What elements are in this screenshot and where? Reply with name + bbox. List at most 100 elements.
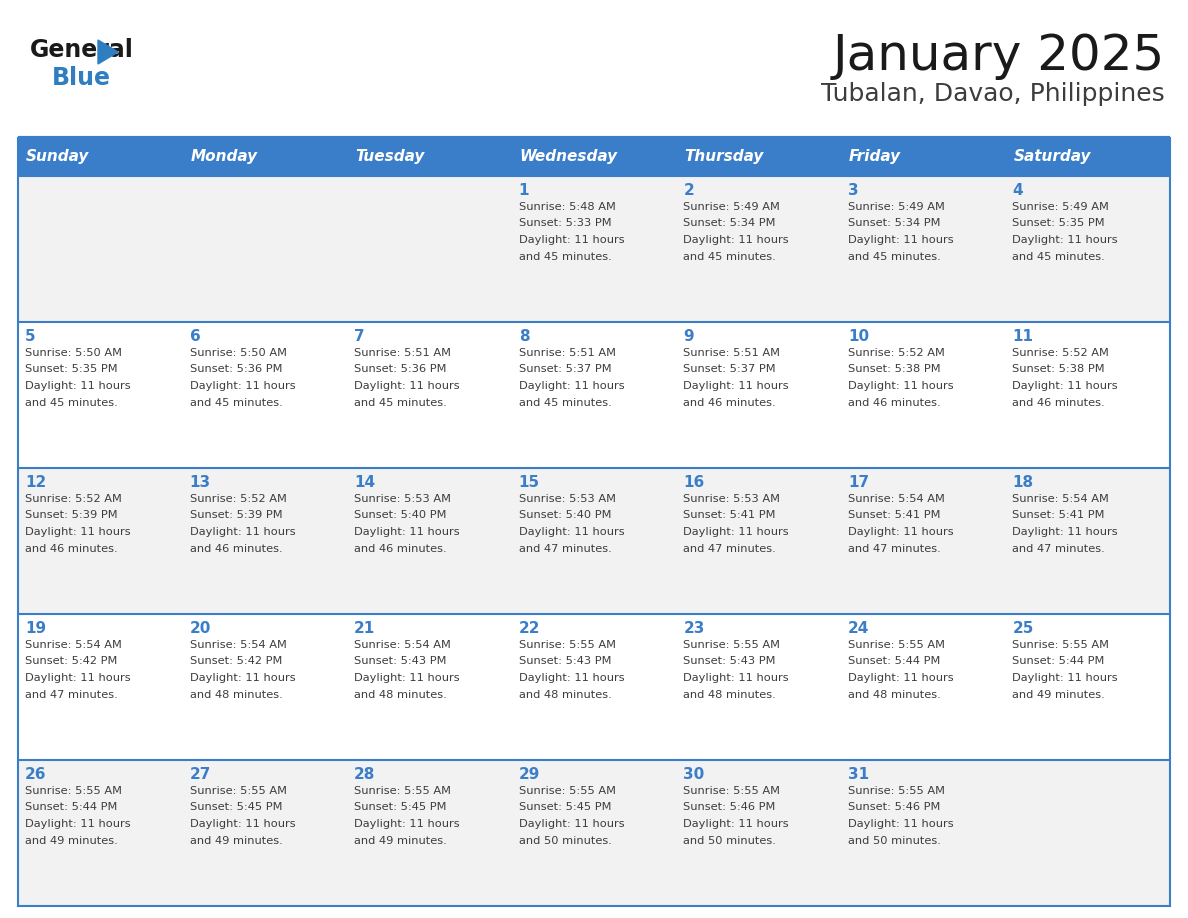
- Text: Sunrise: 5:50 AM: Sunrise: 5:50 AM: [25, 348, 122, 358]
- Text: 16: 16: [683, 475, 704, 490]
- Text: and 49 minutes.: and 49 minutes.: [190, 835, 283, 845]
- Text: Daylight: 11 hours: Daylight: 11 hours: [25, 527, 131, 537]
- Text: 1: 1: [519, 183, 529, 198]
- Text: and 47 minutes.: and 47 minutes.: [519, 543, 612, 554]
- Text: and 45 minutes.: and 45 minutes.: [1012, 252, 1105, 262]
- Text: 12: 12: [25, 475, 46, 490]
- Text: and 48 minutes.: and 48 minutes.: [683, 689, 776, 700]
- Text: Sunrise: 5:53 AM: Sunrise: 5:53 AM: [683, 494, 781, 504]
- Text: Sunset: 5:35 PM: Sunset: 5:35 PM: [1012, 218, 1105, 229]
- Text: 13: 13: [190, 475, 210, 490]
- Text: Daylight: 11 hours: Daylight: 11 hours: [190, 381, 295, 391]
- Text: 19: 19: [25, 621, 46, 636]
- Text: 30: 30: [683, 767, 704, 782]
- Text: January 2025: January 2025: [833, 32, 1165, 80]
- Bar: [18, 322, 1170, 468]
- Text: Sunset: 5:43 PM: Sunset: 5:43 PM: [354, 656, 447, 666]
- Text: and 47 minutes.: and 47 minutes.: [1012, 543, 1105, 554]
- Text: Sunrise: 5:52 AM: Sunrise: 5:52 AM: [190, 494, 286, 504]
- Bar: [18, 176, 1170, 322]
- Text: Sunset: 5:40 PM: Sunset: 5:40 PM: [519, 510, 611, 521]
- Text: 14: 14: [354, 475, 375, 490]
- Text: Daylight: 11 hours: Daylight: 11 hours: [519, 819, 625, 829]
- Text: and 45 minutes.: and 45 minutes.: [190, 397, 283, 408]
- Text: Sunset: 5:43 PM: Sunset: 5:43 PM: [683, 656, 776, 666]
- Text: Sunset: 5:44 PM: Sunset: 5:44 PM: [1012, 656, 1105, 666]
- Text: 17: 17: [848, 475, 868, 490]
- Text: Sunset: 5:37 PM: Sunset: 5:37 PM: [683, 364, 776, 375]
- Text: Daylight: 11 hours: Daylight: 11 hours: [683, 819, 789, 829]
- Text: Sunset: 5:36 PM: Sunset: 5:36 PM: [354, 364, 447, 375]
- Text: and 50 minutes.: and 50 minutes.: [848, 835, 941, 845]
- Text: Sunrise: 5:49 AM: Sunrise: 5:49 AM: [848, 202, 944, 212]
- Text: Sunset: 5:36 PM: Sunset: 5:36 PM: [190, 364, 282, 375]
- Text: 18: 18: [1012, 475, 1034, 490]
- Text: 27: 27: [190, 767, 211, 782]
- Text: Sunset: 5:41 PM: Sunset: 5:41 PM: [1012, 510, 1105, 521]
- Text: 6: 6: [190, 329, 201, 344]
- Text: Sunset: 5:45 PM: Sunset: 5:45 PM: [190, 802, 282, 812]
- Text: Tuesday: Tuesday: [355, 150, 424, 164]
- Text: Daylight: 11 hours: Daylight: 11 hours: [1012, 235, 1118, 245]
- Text: and 47 minutes.: and 47 minutes.: [683, 543, 776, 554]
- Text: Sunset: 5:39 PM: Sunset: 5:39 PM: [25, 510, 118, 521]
- Text: Daylight: 11 hours: Daylight: 11 hours: [190, 819, 295, 829]
- Text: 25: 25: [1012, 621, 1034, 636]
- Text: Daylight: 11 hours: Daylight: 11 hours: [25, 381, 131, 391]
- Text: Daylight: 11 hours: Daylight: 11 hours: [354, 381, 460, 391]
- Text: Sunrise: 5:55 AM: Sunrise: 5:55 AM: [190, 786, 286, 796]
- Text: and 45 minutes.: and 45 minutes.: [683, 252, 776, 262]
- Text: Sunrise: 5:55 AM: Sunrise: 5:55 AM: [848, 786, 944, 796]
- Text: Sunrise: 5:52 AM: Sunrise: 5:52 AM: [1012, 348, 1110, 358]
- Text: Sunset: 5:42 PM: Sunset: 5:42 PM: [190, 656, 282, 666]
- Text: 20: 20: [190, 621, 211, 636]
- Text: Daylight: 11 hours: Daylight: 11 hours: [354, 819, 460, 829]
- Text: and 46 minutes.: and 46 minutes.: [1012, 397, 1105, 408]
- Text: Daylight: 11 hours: Daylight: 11 hours: [848, 673, 954, 683]
- Text: and 45 minutes.: and 45 minutes.: [519, 252, 612, 262]
- Text: and 48 minutes.: and 48 minutes.: [354, 689, 447, 700]
- Text: Sunset: 5:34 PM: Sunset: 5:34 PM: [848, 218, 941, 229]
- Text: Sunset: 5:45 PM: Sunset: 5:45 PM: [519, 802, 611, 812]
- Text: Sunset: 5:37 PM: Sunset: 5:37 PM: [519, 364, 612, 375]
- Text: Sunrise: 5:50 AM: Sunrise: 5:50 AM: [190, 348, 286, 358]
- Text: Daylight: 11 hours: Daylight: 11 hours: [848, 819, 954, 829]
- Text: Monday: Monday: [190, 150, 258, 164]
- Text: Sunrise: 5:51 AM: Sunrise: 5:51 AM: [683, 348, 781, 358]
- Text: 11: 11: [1012, 329, 1034, 344]
- Text: 15: 15: [519, 475, 539, 490]
- Text: Sunrise: 5:52 AM: Sunrise: 5:52 AM: [848, 348, 944, 358]
- Text: Sunrise: 5:48 AM: Sunrise: 5:48 AM: [519, 202, 615, 212]
- Text: 2: 2: [683, 183, 694, 198]
- Text: Sunrise: 5:54 AM: Sunrise: 5:54 AM: [1012, 494, 1110, 504]
- Text: Sunrise: 5:51 AM: Sunrise: 5:51 AM: [519, 348, 615, 358]
- Text: Daylight: 11 hours: Daylight: 11 hours: [354, 673, 460, 683]
- Text: Sunrise: 5:54 AM: Sunrise: 5:54 AM: [354, 640, 451, 650]
- Text: Daylight: 11 hours: Daylight: 11 hours: [354, 527, 460, 537]
- Text: Sunset: 5:41 PM: Sunset: 5:41 PM: [848, 510, 941, 521]
- Text: 26: 26: [25, 767, 46, 782]
- Text: 23: 23: [683, 621, 704, 636]
- Text: Sunset: 5:35 PM: Sunset: 5:35 PM: [25, 364, 118, 375]
- Text: Sunrise: 5:55 AM: Sunrise: 5:55 AM: [354, 786, 451, 796]
- Text: Daylight: 11 hours: Daylight: 11 hours: [519, 527, 625, 537]
- Text: Sunrise: 5:55 AM: Sunrise: 5:55 AM: [848, 640, 944, 650]
- Text: Sunrise: 5:53 AM: Sunrise: 5:53 AM: [519, 494, 615, 504]
- Text: Sunrise: 5:54 AM: Sunrise: 5:54 AM: [25, 640, 122, 650]
- Text: and 45 minutes.: and 45 minutes.: [848, 252, 941, 262]
- Text: Thursday: Thursday: [684, 150, 764, 164]
- Text: Sunset: 5:38 PM: Sunset: 5:38 PM: [848, 364, 941, 375]
- Text: and 46 minutes.: and 46 minutes.: [354, 543, 447, 554]
- Text: and 48 minutes.: and 48 minutes.: [848, 689, 941, 700]
- Text: Friday: Friday: [849, 150, 901, 164]
- Text: Sunset: 5:46 PM: Sunset: 5:46 PM: [683, 802, 776, 812]
- Text: and 49 minutes.: and 49 minutes.: [354, 835, 447, 845]
- Text: and 48 minutes.: and 48 minutes.: [190, 689, 283, 700]
- Text: Saturday: Saturday: [1013, 150, 1091, 164]
- Text: and 49 minutes.: and 49 minutes.: [25, 835, 118, 845]
- Text: Sunrise: 5:54 AM: Sunrise: 5:54 AM: [190, 640, 286, 650]
- Text: Sunset: 5:41 PM: Sunset: 5:41 PM: [683, 510, 776, 521]
- Text: and 50 minutes.: and 50 minutes.: [683, 835, 776, 845]
- Text: and 45 minutes.: and 45 minutes.: [25, 397, 118, 408]
- Polygon shape: [97, 40, 118, 64]
